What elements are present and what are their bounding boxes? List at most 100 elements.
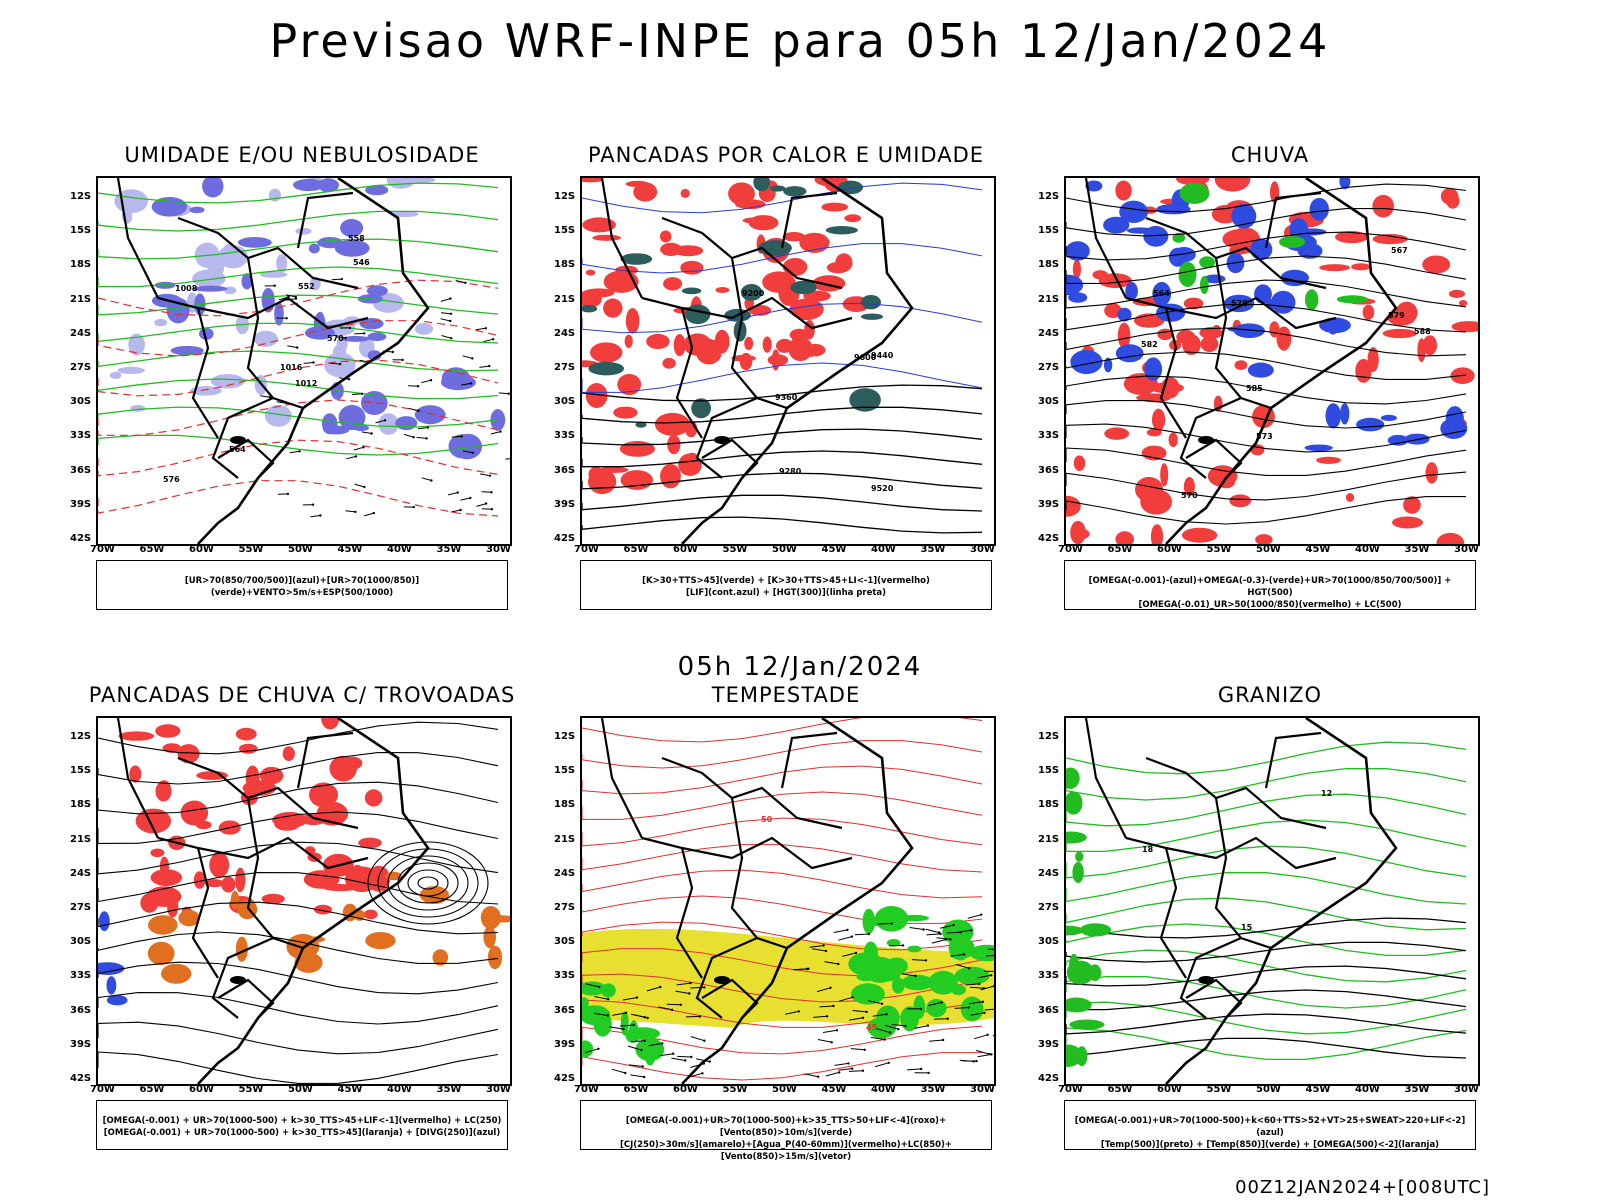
panel-title: UMIDADE E/OU NEBULOSIDADE — [124, 143, 480, 167]
latitude-label: 33S — [1038, 970, 1060, 982]
panel-title: GRANIZO — [1217, 683, 1323, 707]
contour-label: 9360 — [775, 393, 798, 402]
latitude-label: 36S — [1038, 464, 1060, 476]
contour-label: 1012 — [295, 379, 317, 388]
run-footer: 00Z12JAN2024+[008UTC] — [1235, 1177, 1490, 1198]
latitude-label: 24S — [70, 327, 92, 339]
contour-label: 558 — [348, 234, 365, 243]
latitude-label: 18S — [1038, 799, 1060, 811]
latitude-label: 15S — [70, 765, 92, 777]
latitude-label: 33S — [70, 970, 92, 982]
longitude-label: 45W — [337, 1084, 363, 1095]
contour-label: 588 — [1414, 327, 1431, 336]
map-canvas: 588 585 582 579 576 573 570 567 564 — [1066, 178, 1478, 544]
longitude-label: 35W — [920, 1084, 946, 1095]
latitude-label: 42S — [1038, 533, 1060, 544]
longitude-label: 55W — [238, 544, 264, 555]
longitude-label: 65W — [623, 1084, 649, 1095]
longitude-label: 60W — [189, 544, 214, 555]
longitude-label: 65W — [1107, 1084, 1133, 1095]
latitude-label: 39S — [70, 1038, 92, 1050]
latitude-label: 42S — [70, 1073, 92, 1084]
longitude-label: 55W — [1206, 1084, 1232, 1095]
longitude-label: 35W — [436, 1084, 462, 1095]
latitude-label: 21S — [1038, 293, 1060, 305]
latitude-label: 15S — [554, 765, 576, 777]
latitude-label: 21S — [554, 833, 576, 845]
latitude-label: 21S — [70, 833, 92, 845]
latitude-label: 33S — [554, 970, 576, 982]
longitude-label: 30W — [970, 544, 995, 555]
longitude-label: 45W — [1305, 1084, 1331, 1095]
latitude-label: 15S — [1038, 765, 1060, 777]
longitude-label: 50W — [288, 544, 313, 555]
longitude-label: 50W — [1256, 1084, 1281, 1095]
contour-label: 546 — [353, 258, 370, 267]
longitude-label: 45W — [821, 544, 847, 555]
longitude-label: 35W — [436, 544, 462, 555]
latitude-label: 21S — [70, 293, 92, 305]
latitude-label: 18S — [70, 799, 92, 811]
contour-label: 585 — [1246, 384, 1263, 393]
contour-label: 9280 — [779, 467, 802, 476]
longitude-label: 50W — [1256, 544, 1281, 555]
weather-map — [96, 716, 512, 1086]
latitude-label: 21S — [554, 293, 576, 305]
latitude-label: 42S — [554, 533, 576, 544]
longitude-label: 60W — [189, 1084, 214, 1095]
latitude-label: 12S — [554, 191, 576, 202]
legend-caption: [OMEGA(-0.001)-(azul)+OMEGA(-0.3)-(verde… — [1064, 560, 1476, 610]
longitude-label: 70W — [574, 1084, 599, 1095]
latitude-label: 39S — [554, 1038, 576, 1050]
contour-label: 564 — [1153, 289, 1170, 298]
legend-caption: [UR>70(850/700/500)](azul)+[UR>70(1000/8… — [96, 560, 508, 610]
longitude-label: 30W — [1454, 544, 1479, 555]
latitude-label: 24S — [70, 867, 92, 879]
map-canvas: 1012 1008 1016 576 570 564 558 552 546 — [98, 178, 510, 544]
map-canvas: 12 15 18 — [1066, 718, 1467, 1084]
latitude-label: 36S — [70, 1004, 92, 1016]
longitude-label: 35W — [920, 544, 946, 555]
latitude-label: 30S — [70, 936, 92, 948]
legend-caption: [OMEGA(-0.001)+UR>70(1000-500)+k<60+TTS>… — [1064, 1100, 1476, 1150]
legend-caption: [OMEGA(-0.001) + UR>70(1000-500) + k>30_… — [96, 1100, 508, 1150]
latitude-label: 27S — [70, 362, 92, 373]
longitude-label: 30W — [486, 1084, 511, 1095]
latitude-label: 27S — [70, 902, 92, 913]
contour-label: 582 — [1141, 340, 1158, 349]
weather-map: 50 45 — [580, 716, 996, 1086]
longitude-label: 35W — [1404, 1084, 1430, 1095]
longitude-label: 50W — [772, 544, 797, 555]
latitude-label: 36S — [554, 1004, 576, 1016]
latitude-label: 12S — [70, 731, 92, 742]
longitude-label: 50W — [772, 1084, 797, 1095]
latitude-label: 39S — [1038, 1038, 1060, 1050]
contour-label: 1016 — [280, 363, 303, 372]
latitude-label: 30S — [1038, 396, 1060, 408]
longitude-label: 65W — [623, 544, 649, 555]
longitude-label: 55W — [722, 544, 748, 555]
longitude-label: 70W — [1058, 1084, 1083, 1095]
contour-label: 576 — [163, 475, 180, 484]
main-title: Previsao WRF-INPE para 05h 12/Jan/2024 — [269, 14, 1331, 68]
longitude-label: 40W — [871, 1084, 896, 1095]
latitude-label: 24S — [554, 867, 576, 879]
longitude-label: 55W — [238, 1084, 264, 1095]
latitude-label: 30S — [554, 396, 576, 408]
longitude-label: 70W — [90, 544, 115, 555]
longitude-label: 40W — [871, 544, 896, 555]
map-canvas: 50 45 — [582, 718, 994, 1084]
map-canvas — [98, 718, 510, 1084]
longitude-label: 55W — [722, 1084, 748, 1095]
longitude-label: 70W — [1058, 544, 1083, 555]
longitude-label: 70W — [574, 544, 599, 555]
longitude-label: 60W — [1157, 1084, 1182, 1095]
legend-caption: [OMEGA(-0.001)+UR>70(1000-500)+k>35_TTS>… — [580, 1100, 992, 1162]
contour-label: 15 — [1241, 923, 1253, 932]
valid-time-label: 05h 12/Jan/2024 — [677, 652, 923, 682]
panel-title: PANCADAS DE CHUVA C/ TROVOADAS — [88, 683, 516, 707]
latitude-label: 33S — [1038, 430, 1060, 442]
contour-label: 567 — [1391, 246, 1408, 255]
contour-label: 570 — [1181, 491, 1198, 500]
contour-label: 18 — [1142, 845, 1154, 854]
